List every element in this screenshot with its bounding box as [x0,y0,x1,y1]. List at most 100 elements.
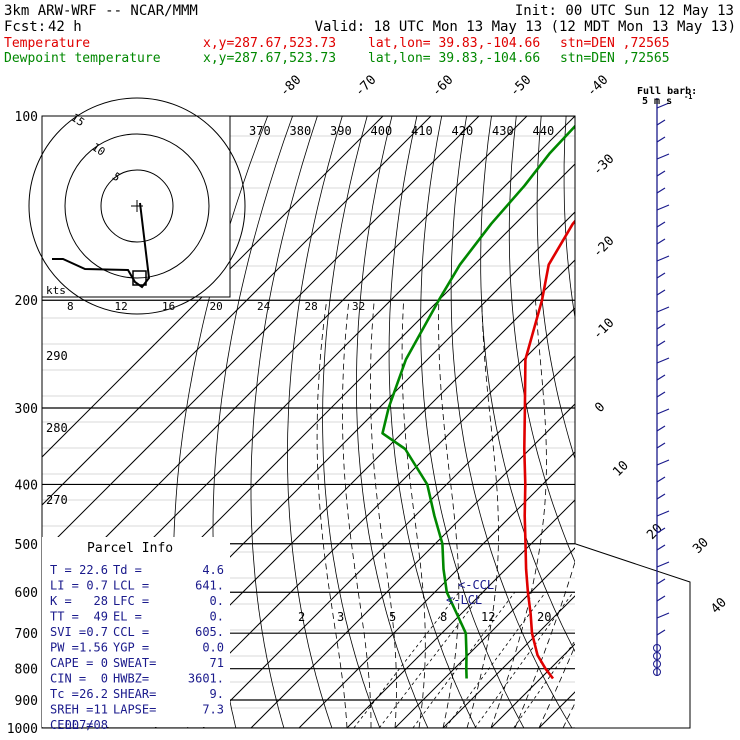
parcel-info-cell: 26.2 [79,687,108,701]
wind-barb [656,561,670,568]
pressure-tick-label: 800 [15,663,38,678]
wind-barb [656,544,666,551]
isotherm-line [683,116,740,728]
wind-barb [656,578,666,585]
hodograph-x-tick-label: 20 [210,300,223,313]
moist-adiabat-line [401,300,426,728]
hodograph-ring [100,169,174,243]
theta-tick-label: 270 [46,493,68,507]
parcel-info-cell: T = [50,563,72,577]
parcel-info-cell: Tc = [50,687,79,701]
isotherm-line [298,451,575,728]
parcel-info-cell: 0 [101,656,108,670]
parcel-info-cell: Td = [113,563,142,577]
wind-barb [656,255,670,262]
parcel-info-cell: 0.7 [86,579,108,593]
dry-adiabat-line [322,116,381,728]
lcl-label: <-LCL [446,593,482,607]
dry-adiabat-line [590,116,740,740]
parcel-info-cell: 49 [94,610,108,624]
moist-adiabat-line [538,645,575,728]
temperature-legend-name: Temperature [4,36,91,51]
dry-adiabat-line [536,116,575,461]
wind-barb [656,119,666,126]
wind-barb [656,408,670,415]
wind-barb [656,629,666,636]
isotherm-tick-label: -70 [352,73,379,100]
parcel-info-cell: LCL = [113,579,149,593]
parcel-info-cell: 0 [101,672,108,686]
dry-adiabat-line [250,116,318,728]
theta-tick-label: 380 [290,124,312,138]
wind-barb [656,510,670,517]
hodograph-storm-box [132,270,147,286]
plot-frame [41,115,691,729]
isotherm-tick-label: 0 [592,400,608,416]
parcel-info-cell: HWBZ= [113,672,149,686]
wind-barb [656,595,666,602]
isotherm-line [394,547,575,728]
wind-barb [656,527,666,534]
wind-barb [656,391,666,398]
dry-adiabat-line [450,116,573,728]
calm-wind-marker [653,644,661,652]
hodograph-ring [28,97,246,315]
dry-adiabat-line [420,116,525,728]
header-init: Init: 00 UTC Sun 12 May 13 [514,3,734,19]
parcel-info-cell: K = [50,594,72,608]
pressure-tick-label: 300 [15,402,38,417]
pressure-tick-label: 700 [15,627,38,642]
isotherm-tick-label: -30 [590,152,617,179]
wind-barb [656,238,666,245]
pressure-tick-label: 400 [15,478,38,493]
isotherm-tick-label: -80 [277,73,304,100]
theta-tick-label: 400 [371,124,393,138]
mixing-ratio-tick-label: 20 [537,610,551,624]
theta-tick-label: 410 [411,124,433,138]
parcel-info-cell: CAPE = [50,656,93,670]
moist-adiabat-line [562,702,575,728]
isotherm-line [42,116,432,506]
parcel-info-cell: SHEAR= [113,687,156,701]
isotherm-tick-label: 20 [644,521,666,543]
theta-tick-label: 440 [533,124,555,138]
wind-barb [656,425,666,432]
theta-tick-label: 420 [452,124,474,138]
pressure-tick-label: 600 [15,586,38,601]
theta-tick-label: 430 [492,124,514,138]
calm-wind-marker [653,652,661,660]
wind-barb [656,170,666,177]
pressure-tick-label: 1000 [7,722,38,737]
wind-barb [656,136,666,143]
dry-adiabat-line [355,116,429,728]
parcel-info-cell: PW = [50,641,79,655]
mixing-ratio-tick-label: 5 [389,610,396,624]
parcel-info-cell: 007/08 [65,718,108,732]
parcel-info-cell: 28 [94,594,108,608]
header-fcst-label: Fcst: [4,19,47,35]
wind-barb [656,323,666,330]
parcel-info-cell: SVI = [50,625,86,639]
mixing-ratio-tick-label: 8 [440,610,447,624]
isotherm-tick-label: -20 [590,234,617,261]
dry-adiabat-line [690,116,740,740]
parcel-info-cell: 0. [210,610,224,624]
hodograph-x-tick-label: 32 [352,300,365,313]
wind-barb [656,187,666,194]
wind-barb [656,493,666,500]
header-fcst-value: 42 h [48,19,82,35]
hodograph-x-tick-label: 12 [115,300,128,313]
parcel-info-cell: YGP = [113,641,149,655]
parcel-info-cell: 4.6 [202,563,224,577]
parcel-info-cell: 9. [210,687,224,701]
parcel-info-cell: 3601. [188,672,224,686]
parcel-info-cell: SWEAT= [113,656,156,670]
wind-barb [656,459,670,466]
hodograph-x-tick-label: 24 [257,300,271,313]
pressure-tick-label: 500 [15,538,38,553]
dry-adiabat-line [388,116,477,728]
temperature-profile-line [523,219,575,680]
pressure-tick-label: 100 [15,110,38,125]
parcel-info-cell: LAPSE= [113,703,156,717]
